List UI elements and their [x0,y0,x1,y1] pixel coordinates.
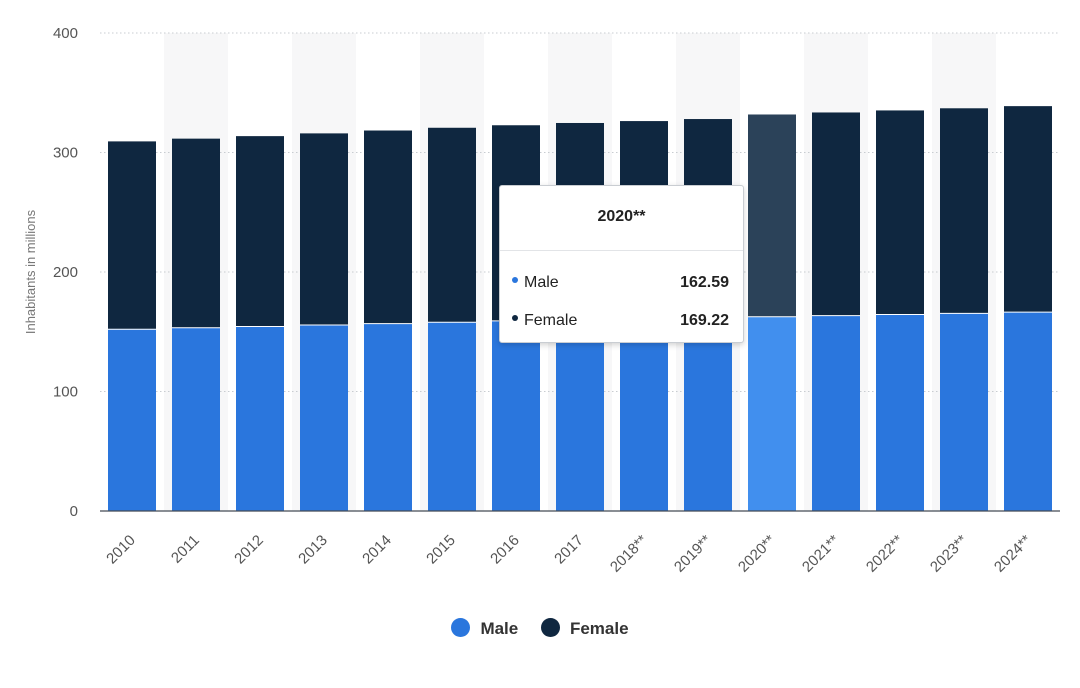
x-tick-label: 2023** [927,532,971,576]
bar-male [172,327,220,511]
tooltip-divider [500,250,743,251]
bar-male [428,322,476,511]
bar-male [940,313,988,511]
bar-female [108,141,156,330]
x-tick-label: 2012 [231,532,267,568]
bar-male [236,326,284,511]
bar-male [364,323,412,511]
bar-male [812,315,860,511]
x-tick-label: 2020** [735,532,779,576]
bar-male [492,320,540,511]
male-dot-icon [512,276,518,283]
bar-female [812,112,860,316]
tooltip-row-female: Female 169.22 [512,312,729,334]
x-tick-label: 2010 [103,532,139,568]
bar-female [748,114,796,317]
tooltip-value-female: 169.22 [680,312,729,329]
bar-female [364,130,412,324]
tooltip-title: 2020** [597,208,646,225]
bar-female [172,138,220,328]
bar-male [556,319,604,511]
y-axis-label: Inhabitants in millions [23,209,38,334]
y-tick-label: 0 [70,503,78,520]
x-tick-label: 2016 [487,532,523,568]
legend-swatch-female [540,617,560,637]
legend-swatch-male [451,617,471,637]
bar-female [1004,106,1052,313]
legend-item-male[interactable]: Male [451,617,519,639]
x-tick-label: 2022** [863,532,907,576]
tooltip-label-male: Male [524,274,559,291]
tooltip-row-male: Male 162.59 [512,274,729,296]
x-tick-label: 2019** [671,532,715,576]
bar-male [300,325,348,511]
x-tick-label: 2014 [359,532,395,568]
chart-tooltip: 2020** Male 162.59 Female 169.22 [499,185,744,343]
bar-female [236,136,284,327]
tooltip-label-female: Female [524,312,578,329]
x-tick-label: 2017 [551,532,587,568]
bar-female [428,127,476,323]
bar-male [620,318,668,511]
x-tick-label: 2015 [423,532,459,568]
legend-label-male: Male [480,618,519,638]
bar-male [108,329,156,511]
bar-male [876,314,924,511]
chart-legend: Male Female [0,617,1080,639]
bar-female [300,133,348,326]
y-tick-label: 100 [53,384,78,401]
bar-female [940,108,988,314]
x-tick-label: 2018** [607,532,651,576]
y-tick-label: 300 [53,145,78,162]
tooltip-value-male: 162.59 [680,274,729,291]
x-tick-label: 2024** [991,532,1035,576]
x-tick-label: 2011 [168,532,203,567]
bar-female [876,110,924,315]
bar-male [1004,312,1052,511]
x-tick-label: 2013 [295,532,331,568]
y-tick-label: 200 [53,264,78,281]
female-dot-icon [512,314,518,321]
legend-item-female[interactable]: Female [540,617,629,639]
legend-label-female: Female [569,618,629,638]
bar-male [748,316,796,511]
x-tick-label: 2021** [799,532,843,576]
y-tick-label: 400 [53,25,78,42]
bar-male [684,317,732,511]
